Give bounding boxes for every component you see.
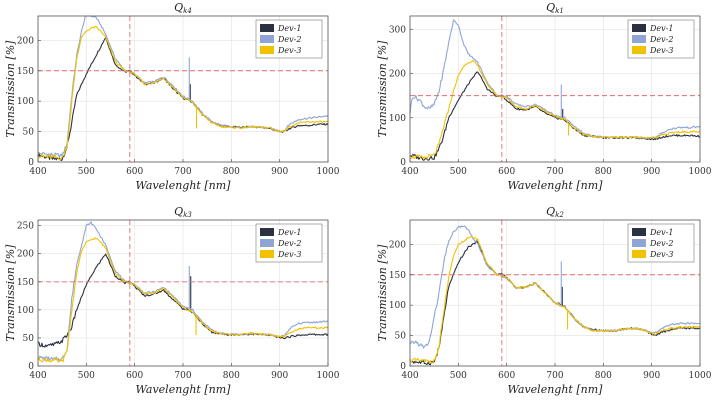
chart-3-xtick-label-2: 600 (126, 371, 143, 381)
chart-1-xtick-label-2: 600 (126, 167, 143, 177)
chart-4: 400 500 600 700 800 900 1000 0 50 100 150 200 Qk2 Wav… (376, 205, 712, 396)
chart-2-xtick-label-2: 600 (498, 167, 515, 177)
chart-1-series-3-line (37, 25, 329, 161)
chart-2-legend-label-2: Dev-2 (649, 35, 673, 44)
chart-4-legend-swatch-1 (632, 228, 646, 236)
chart-4-legend: Dev-1 Dev-2 Dev-3 (627, 223, 695, 263)
chart-1-legend-swatch-1 (260, 24, 274, 32)
chart-3-ytick-label-4: 200 (17, 250, 34, 260)
chart-2-title: Qk1 (546, 1, 564, 15)
chart-4-ytick-label-2: 100 (389, 301, 406, 311)
chart-1: 400 500 600 700 800 900 1000 0 50 100 150 200 Qk4 Wav… (4, 1, 340, 192)
chart-3-ytick-label-2: 100 (17, 306, 34, 316)
chart-4-legend-label-3: Dev-3 (649, 250, 673, 259)
chart-2-ytick-label-0: 0 (400, 158, 406, 168)
chart-1-ytick-label-0: 0 (28, 158, 34, 168)
chart-3-title: Qk3 (174, 205, 192, 219)
chart-3-xtick-label-0: 400 (29, 371, 46, 381)
chart-2-legend-swatch-1 (632, 24, 646, 32)
chart-2-xlabel: Wavelenght [nm] (508, 179, 604, 192)
chart-2-legend-swatch-2 (632, 35, 646, 43)
chart-4-xlabel: Wavelenght [nm] (508, 383, 604, 396)
chart-2-legend-label-3: Dev-3 (649, 46, 673, 55)
chart-4-legend-label-2: Dev-2 (649, 239, 673, 248)
chart-2-series-3-line (409, 59, 701, 160)
chart-3-legend-label-3: Dev-3 (277, 250, 301, 259)
chart-4-legend-label-1: Dev-1 (649, 228, 673, 237)
chart-1-xlabel: Wavelenght [nm] (136, 179, 232, 192)
chart-2-xtick-label-6: 1000 (689, 167, 712, 177)
chart-2: 400 500 600 700 800 900 1000 0 100 200 300 Qk1 Wavel… (376, 1, 712, 192)
chart-4-title: Qk2 (546, 205, 564, 219)
chart-1-ytick-label-1: 50 (23, 128, 35, 138)
chart-4-legend-swatch-3 (632, 250, 646, 258)
chart-2-xtick-label-1: 500 (450, 167, 467, 177)
chart-1-legend-label-3: Dev-3 (277, 46, 301, 55)
chart-1-xtick-label-1: 500 (78, 167, 95, 177)
chart-2-xtick-label-0: 400 (401, 167, 418, 177)
chart-4-xtick-label-2: 600 (498, 371, 515, 381)
chart-3-xlabel: Wavelenght [nm] (136, 383, 232, 396)
chart-2-series-1-line (409, 71, 701, 161)
chart-2-xtick-label-4: 800 (595, 167, 612, 177)
chart-3-xtick-label-3: 700 (174, 371, 191, 381)
chart-4-ytick-label-4: 200 (389, 240, 406, 250)
chart-4-xtick-label-6: 1000 (689, 371, 712, 381)
chart-4-ytick-label-3: 150 (389, 271, 406, 281)
chart-1-xtick-label-6: 1000 (317, 167, 340, 177)
chart-2-legend-swatch-3 (632, 46, 646, 54)
chart-1-ytick-label-2: 100 (17, 97, 34, 107)
chart-1-ytick-label-3: 150 (17, 67, 34, 77)
chart-1-legend-label-2: Dev-2 (277, 35, 301, 44)
chart-2-ylabel: Transmission [%] (376, 40, 389, 138)
chart-4-ytick-label-1: 50 (395, 332, 407, 342)
chart-3-ytick-label-0: 0 (28, 362, 34, 372)
chart-1-xtick-label-4: 800 (223, 167, 240, 177)
chart-3-xtick-label-5: 900 (271, 371, 288, 381)
chart-4-xtick-label-3: 700 (546, 371, 563, 381)
chart-3-legend: Dev-1 Dev-2 Dev-3 (255, 223, 323, 263)
chart-3-ytick-label-1: 50 (23, 334, 35, 344)
chart-1-legend-label-1: Dev-1 (277, 24, 301, 33)
chart-3-legend-swatch-3 (260, 250, 274, 258)
chart-4-ytick-label-0: 0 (400, 362, 406, 372)
chart-1-ylabel: Transmission [%] (4, 40, 17, 138)
chart-4-ylabel: Transmission [%] (376, 244, 389, 342)
chart-3-xtick-label-6: 1000 (317, 371, 340, 381)
chart-2-ytick-label-1: 100 (389, 114, 406, 124)
chart-3-ylabel: Transmission [%] (4, 244, 17, 342)
chart-2-ytick-label-2: 200 (389, 70, 406, 80)
chart-3-xtick-label-4: 800 (223, 371, 240, 381)
chart-3-ytick-label-5: 250 (17, 222, 34, 232)
chart-2-xtick-label-3: 700 (546, 167, 563, 177)
chart-1-legend-swatch-3 (260, 46, 274, 54)
chart-3: 400 500 600 700 800 900 1000 0 50 100 150 200 250 Qk3… (4, 205, 340, 396)
chart-3-series-3-line (37, 237, 329, 363)
chart-3-legend-swatch-1 (260, 228, 274, 236)
chart-1-ytick-label-4: 200 (17, 36, 34, 46)
chart-4-xtick-label-4: 800 (595, 371, 612, 381)
chart-3-ytick-label-3: 150 (17, 278, 34, 288)
chart-3-series-1-line (37, 253, 329, 348)
chart-1-legend-swatch-2 (260, 35, 274, 43)
chart-4-xtick-label-1: 500 (450, 371, 467, 381)
chart-2-xtick-label-5: 900 (643, 167, 660, 177)
chart-4-xtick-label-0: 400 (401, 371, 418, 381)
chart-1-xtick-label-0: 400 (29, 167, 46, 177)
chart-3-xtick-label-1: 500 (78, 371, 95, 381)
chart-3-legend-swatch-2 (260, 239, 274, 247)
chart-4-series-3-line (409, 236, 701, 364)
chart-4-xtick-label-5: 900 (643, 371, 660, 381)
chart-2-legend-label-1: Dev-1 (649, 24, 673, 33)
chart-2-ytick-label-3: 300 (389, 25, 406, 35)
chart-3-legend-label-1: Dev-1 (277, 228, 301, 237)
chart-1-legend: Dev-1 Dev-2 Dev-3 (255, 19, 323, 59)
chart-3-legend-label-2: Dev-2 (277, 239, 301, 248)
chart-4-legend-swatch-2 (632, 239, 646, 247)
chart-1-title: Qk4 (174, 1, 192, 15)
chart-1-xtick-label-3: 700 (174, 167, 191, 177)
chart-2-legend: Dev-1 Dev-2 Dev-3 (627, 19, 695, 59)
chart-1-xtick-label-5: 900 (271, 167, 288, 177)
